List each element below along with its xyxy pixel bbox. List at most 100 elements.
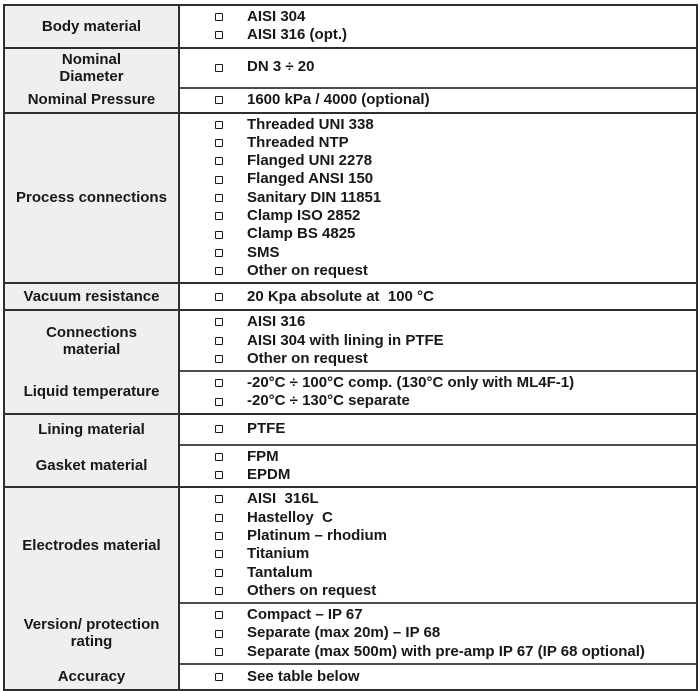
square-bullet-icon (215, 318, 223, 327)
square-bullet-icon (215, 495, 223, 504)
list-item: AISI 304 with lining in PTFE (215, 332, 688, 350)
row-group-nominal: Nominal Diameter DN 3 ÷ 20 Nominal Press… (5, 46, 696, 112)
table-row: Nominal Diameter DN 3 ÷ 20 (5, 48, 696, 87)
square-bullet-icon (215, 157, 223, 166)
list-item-text: 20 Kpa absolute at 100 °C (247, 287, 434, 305)
square-bullet-icon (215, 452, 223, 461)
square-bullet-icon (215, 550, 223, 559)
spec-label: Electrodes material (5, 488, 180, 603)
value-cell: Threaded UNI 338 Threaded NTP Flanged UN… (180, 113, 696, 283)
list-item: AISI 304 (215, 8, 688, 26)
list-item: AISI 316L (215, 490, 688, 508)
square-bullet-icon (215, 193, 223, 202)
spec-label: Liquid temperature (5, 370, 180, 413)
spec-label: Version/ protection rating (5, 602, 180, 664)
list-item: Other on request (215, 262, 688, 280)
value-cell: AISI 316L Hastelloy C Platinum – rhodium… (180, 488, 696, 603)
list-item-text: 1600 kPa / 4000 (optional) (247, 90, 430, 108)
square-bullet-icon (215, 586, 223, 595)
list-item: Titanium (215, 545, 688, 563)
list-item: 20 Kpa absolute at 100 °C (215, 288, 688, 306)
list-item: Compact – IP 67 (215, 606, 688, 624)
list-item: Clamp BS 4825 (215, 225, 688, 243)
list-item-text: PTFE (247, 420, 286, 438)
list-item: Others on request (215, 582, 688, 600)
specification-table: Body material AISI 304 AISI 316 (opt.) N… (3, 4, 698, 691)
list-item-text: Threaded UNI 338 (247, 115, 374, 133)
list-item-text: FPM (247, 447, 279, 465)
list-item: Hastelloy C (215, 509, 688, 527)
list-item-text: Threaded NTP (247, 133, 349, 151)
value-cell: 1600 kPa / 4000 (optional) (180, 86, 696, 112)
list-item: Platinum – rhodium (215, 527, 688, 545)
table-row: Connections material AISI 316 AISI 304 w… (5, 311, 696, 371)
square-bullet-icon (215, 336, 223, 345)
row-group-body-material: Body material AISI 304 AISI 316 (opt.) (5, 6, 696, 47)
square-bullet-icon (215, 267, 223, 276)
square-bullet-icon (215, 513, 223, 522)
table-row: Electrodes material AISI 316L Hastelloy … (5, 488, 696, 603)
spec-label: Vacuum resistance (5, 284, 180, 310)
spec-label: Nominal Diameter (5, 48, 180, 87)
table-row: Liquid temperature -20°C ÷ 100°C comp. (… (5, 370, 696, 413)
list-item: Tantalum (215, 564, 688, 582)
list-item-text: Flanged UNI 2278 (247, 152, 373, 170)
square-bullet-icon (215, 212, 223, 221)
value-cell: Compact – IP 67 Separate (max 20m) – IP … (180, 602, 696, 664)
list-item-text: Sanitary DIN 11851 (247, 188, 382, 206)
table-row: Version/ protection rating Compact – IP … (5, 602, 696, 664)
square-bullet-icon (215, 532, 223, 541)
table-row: Process connections Threaded UNI 338 Thr… (5, 113, 696, 283)
square-bullet-icon (215, 139, 223, 148)
value-cell: 20 Kpa absolute at 100 °C (180, 284, 696, 310)
square-bullet-icon (215, 248, 223, 257)
square-bullet-icon (215, 120, 223, 129)
spec-label: Gasket material (5, 443, 180, 487)
square-bullet-icon (215, 355, 223, 363)
square-bullet-icon (215, 629, 223, 638)
list-item: Threaded NTP (215, 134, 688, 152)
row-group-connections-material: Connections material AISI 316 AISI 304 w… (5, 309, 696, 413)
list-item: AISI 316 (opt.) (215, 26, 688, 44)
list-item: AISI 316 (215, 313, 688, 331)
spec-label: Lining material (5, 414, 180, 444)
square-bullet-icon (215, 63, 223, 72)
list-item: DN 3 ÷ 20 (215, 58, 688, 76)
square-bullet-icon (215, 175, 223, 184)
square-bullet-icon (215, 31, 223, 40)
list-item: -20°C ÷ 130°C separate (215, 392, 688, 410)
list-item: PTFE (215, 420, 688, 438)
value-cell: PTFE (180, 414, 696, 444)
square-bullet-icon (215, 13, 223, 22)
square-bullet-icon (215, 673, 223, 681)
list-item-text: AISI 316L (247, 490, 319, 508)
list-item-text: Titanium (247, 545, 310, 563)
list-item-text: -20°C ÷ 100°C comp. (130°C only with ML4… (247, 374, 575, 392)
list-item-text: Compact – IP 67 (247, 606, 363, 624)
spec-label: Body material (5, 6, 180, 47)
square-bullet-icon (215, 471, 223, 480)
value-cell: AISI 304 AISI 316 (opt.) (180, 6, 696, 47)
square-bullet-icon (215, 397, 223, 406)
spec-label: Nominal Pressure (5, 86, 180, 112)
list-item: See table below (215, 668, 688, 686)
table-row: Accuracy See table below (5, 663, 696, 690)
row-group-lining-gasket: Lining material PTFE Gasket material FPM… (5, 412, 696, 487)
list-item-text: Platinum – rhodium (247, 526, 388, 544)
list-item: Clamp ISO 2852 (215, 207, 688, 225)
square-bullet-icon (215, 292, 223, 301)
spec-label: Process connections (5, 113, 180, 283)
spec-label: Connections material (5, 311, 180, 371)
list-item-text: Flanged ANSI 150 (247, 170, 374, 188)
row-group-vacuum-resistance: Vacuum resistance 20 Kpa absolute at 100… (5, 282, 696, 310)
list-item: Separate (max 20m) – IP 68 (215, 624, 688, 642)
list-item-text: Clamp BS 4825 (247, 225, 356, 243)
square-bullet-icon (215, 379, 223, 388)
list-item-text: Hastelloy C (247, 508, 333, 526)
list-item-text: Separate (max 20m) – IP 68 (247, 624, 441, 642)
value-cell: -20°C ÷ 100°C comp. (130°C only with ML4… (180, 370, 696, 413)
list-item: EPDM (215, 466, 688, 484)
list-item-text: -20°C ÷ 130°C separate (247, 392, 410, 410)
table-row: Nominal Pressure 1600 kPa / 4000 (option… (5, 86, 696, 112)
list-item: Other on request (215, 350, 688, 368)
